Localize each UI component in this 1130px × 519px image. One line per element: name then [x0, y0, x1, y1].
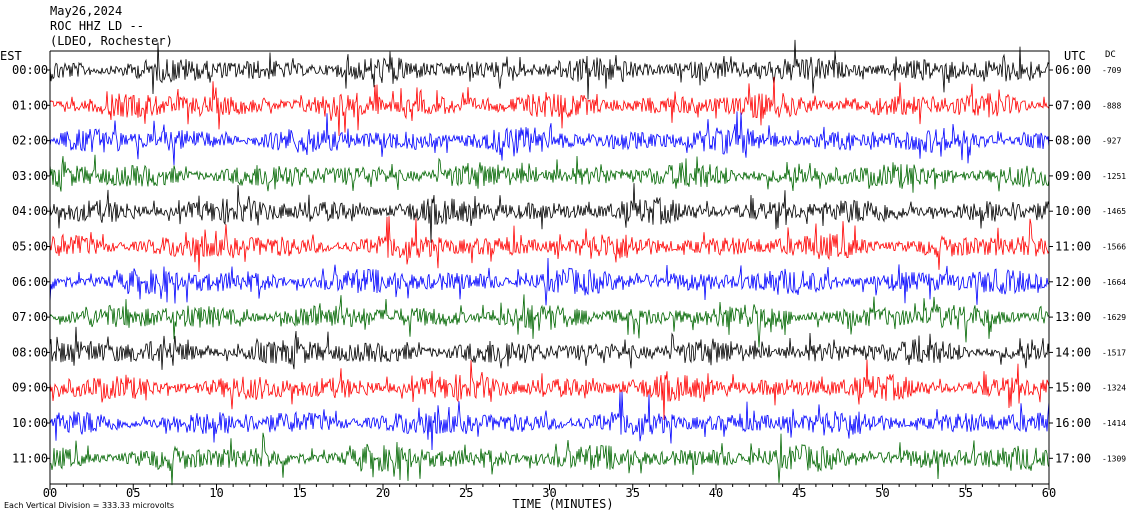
utc-time-label: 16:00: [1055, 416, 1091, 430]
x-tick-label: 20: [376, 486, 390, 500]
trace-line: [49, 39, 1050, 100]
utc-time-label: 17:00: [1055, 451, 1091, 465]
est-time-label: 08:00: [12, 345, 48, 359]
dc-offset-label: -1566: [1102, 243, 1126, 252]
x-tick-label: 50: [875, 486, 889, 500]
trace-group: [49, 39, 1050, 486]
trace-line: [49, 154, 1050, 193]
utc-time-label: 14:00: [1055, 345, 1091, 359]
utc-time-label: 13:00: [1055, 310, 1091, 324]
x-tick-label: 15: [293, 486, 307, 500]
utc-time-label: 08:00: [1055, 134, 1091, 148]
scale-note: Each Vertical Division = 333.33 microvol…: [4, 501, 175, 510]
trace-line: [49, 391, 1050, 451]
dc-offset-label: -1324: [1102, 384, 1126, 393]
trace-line: [49, 111, 1050, 166]
trace-line: [49, 76, 1050, 136]
trace-line: [49, 432, 1050, 486]
trace-line: [49, 294, 1050, 348]
dc-offset-label: -1629: [1102, 313, 1126, 322]
est-label: EST: [0, 49, 22, 63]
dc-offset-label: -1517: [1102, 348, 1126, 357]
row-labels: 00:00 06:00 -709 01:00 07:00 -888 02:00 08:00 -9…: [12, 63, 1126, 465]
header-date: May26,2024: [50, 4, 123, 18]
x-tick-label: 60: [1042, 486, 1056, 500]
dc-label: DC: [1105, 50, 1116, 60]
est-time-label: 03:00: [12, 169, 48, 183]
dc-offset-label: -1414: [1102, 419, 1126, 428]
est-time-label: 04:00: [12, 204, 48, 218]
dc-offset-label: -888: [1102, 101, 1121, 110]
x-tick-label: 25: [459, 486, 473, 500]
x-tick-label: 40: [709, 486, 723, 500]
trace-line: [49, 216, 1050, 273]
utc-time-label: 07:00: [1055, 98, 1091, 112]
utc-time-label: 12:00: [1055, 275, 1091, 289]
est-time-label: 10:00: [12, 416, 48, 430]
trace-line: [49, 183, 1050, 243]
trace-line: [49, 359, 1050, 421]
est-time-label: 09:00: [12, 381, 48, 395]
est-time-label: 01:00: [12, 98, 48, 112]
header-location: (LDEO, Rochester): [50, 34, 173, 48]
dc-offset-label: -1251: [1102, 172, 1126, 181]
x-axis-title: TIME (MINUTES): [512, 497, 613, 511]
est-time-label: 00:00: [12, 63, 48, 77]
est-time-label: 05:00: [12, 240, 48, 254]
utc-time-label: 11:00: [1055, 240, 1091, 254]
utc-time-label: 15:00: [1055, 381, 1091, 395]
dc-offset-label: -709: [1102, 66, 1121, 75]
est-time-label: 11:00: [12, 451, 48, 465]
x-tick-label: 35: [626, 486, 640, 500]
trace-line: [49, 326, 1050, 370]
utc-label: UTC: [1064, 49, 1086, 63]
x-tick-label: 55: [959, 486, 973, 500]
dc-offset-label: -927: [1102, 137, 1121, 146]
x-tick-label: 00: [43, 486, 57, 500]
utc-time-label: 06:00: [1055, 63, 1091, 77]
utc-time-label: 09:00: [1055, 169, 1091, 183]
x-axis: 00 05 10 15 20 25 30 35 40 45 50 55 60 TIME (MINUTES): [43, 484, 1056, 511]
est-time-label: 07:00: [12, 310, 48, 324]
x-tick-label: 10: [209, 486, 223, 500]
est-time-label: 02:00: [12, 134, 48, 148]
dc-offset-label: -1309: [1102, 454, 1126, 463]
dc-offset-label: -1664: [1102, 278, 1126, 287]
trace-line: [49, 257, 1050, 306]
est-time-label: 06:00: [12, 275, 48, 289]
x-tick-label: 05: [126, 486, 140, 500]
x-tick-label: 45: [792, 486, 806, 500]
utc-time-label: 10:00: [1055, 204, 1091, 218]
header-station: ROC HHZ LD --: [50, 19, 144, 33]
dc-offset-label: -1465: [1102, 207, 1126, 216]
x-tick-label: 30: [542, 486, 556, 500]
